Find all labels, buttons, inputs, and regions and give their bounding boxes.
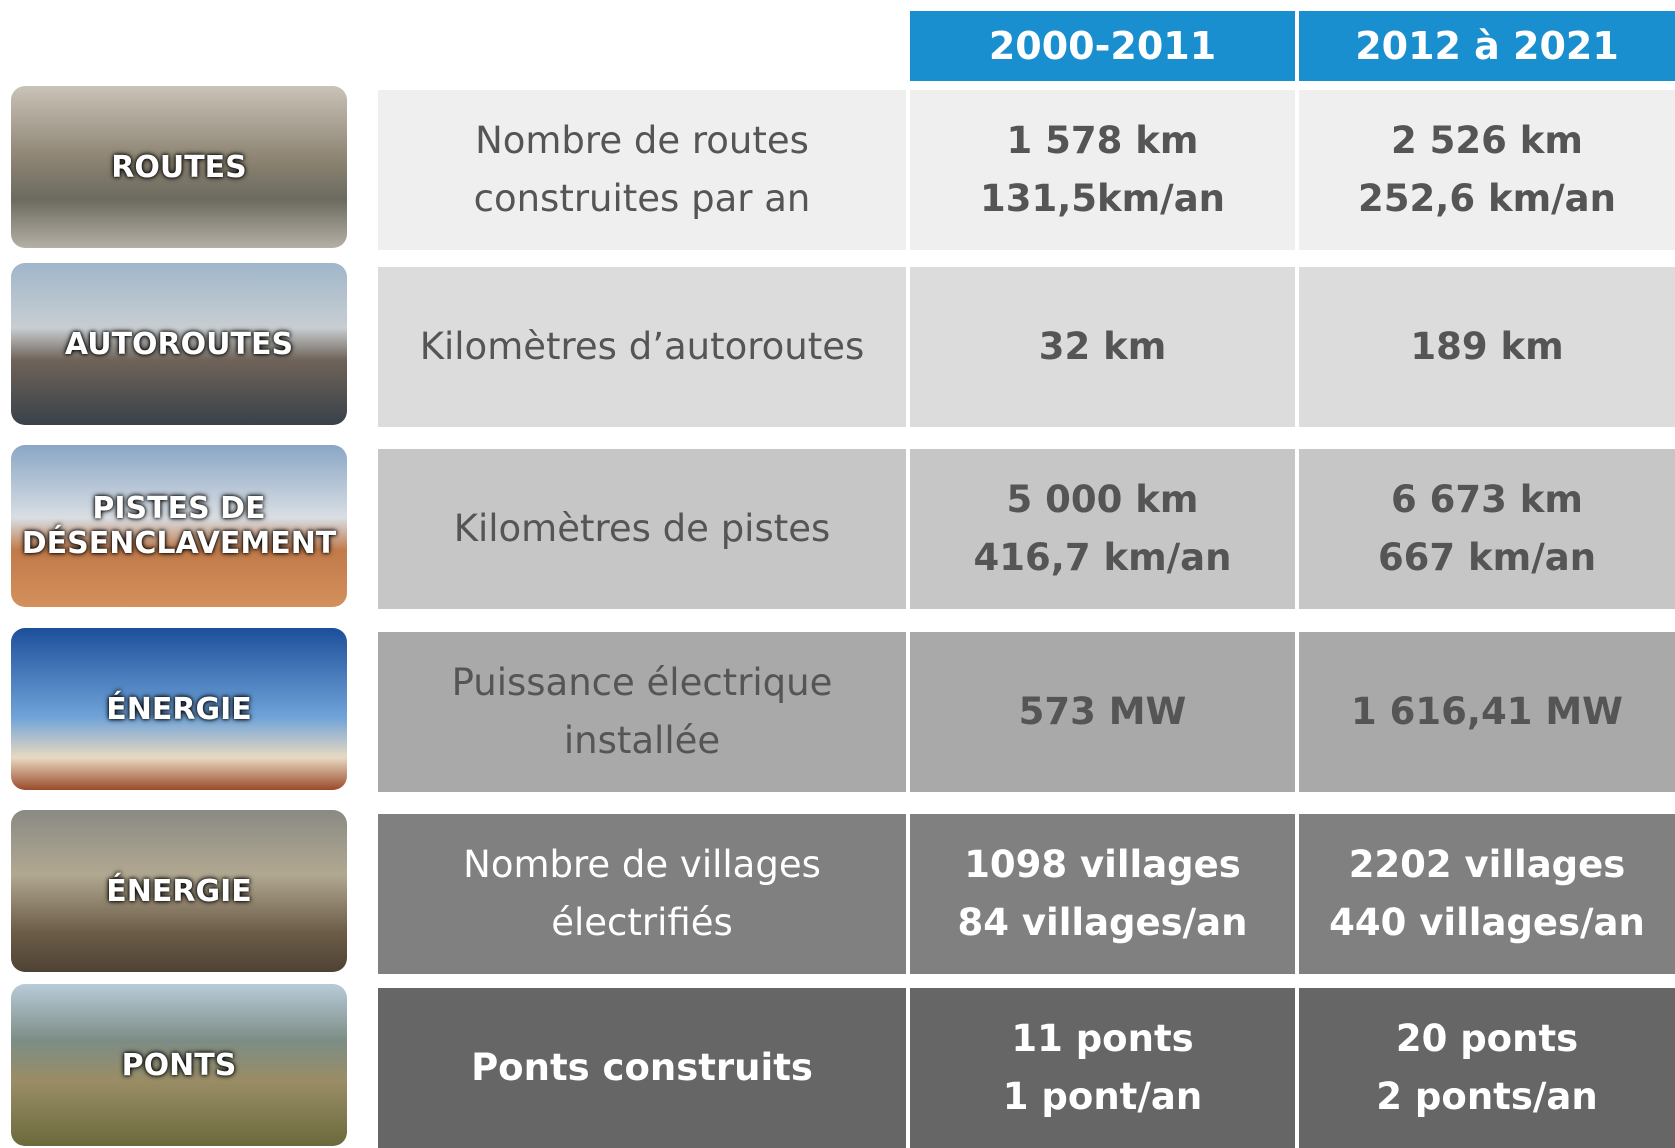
value-cell: 5 000 km 416,7 km/an: [910, 449, 1295, 609]
value-cell: 6 673 km 667 km/an: [1299, 449, 1675, 609]
category-label: PISTES DE: [92, 491, 266, 526]
value-cell: 189 km: [1299, 267, 1675, 427]
value-line: 2 526 km: [1391, 119, 1583, 162]
category-label: DÉSENCLAVEMENT: [21, 526, 337, 561]
description-line: construites par an: [473, 177, 811, 220]
category-tile: PONTS: [11, 984, 347, 1146]
value-line: 2 ponts/an: [1376, 1075, 1598, 1118]
category-label: ÉNERGIE: [106, 873, 252, 909]
description-line: Puissance électrique: [451, 661, 833, 704]
value-cell: 1 578 km 131,5km/an: [910, 90, 1295, 250]
category-tile: ÉNERGIE: [11, 810, 347, 972]
value-line: 1 578 km: [1006, 119, 1199, 162]
value-line: 11 ponts: [1011, 1017, 1194, 1060]
description-line: Kilomètres de pistes: [453, 507, 831, 550]
description-cell: Nombre de villages électrifiés: [378, 814, 906, 974]
category-label: AUTOROUTES: [64, 326, 294, 362]
value-line: 2202 villages: [1348, 843, 1626, 886]
value-line: 252,6 km/an: [1358, 177, 1616, 220]
category-label: PONTS: [121, 1047, 237, 1083]
period-header: 2000-2011: [910, 11, 1295, 81]
description-line: Nombre de villages: [463, 843, 821, 886]
category-tile: AUTOROUTES: [11, 263, 347, 425]
value-line: 6 673 km: [1391, 478, 1583, 521]
value-line: 440 villages/an: [1329, 901, 1645, 944]
description-cell: Ponts construits: [378, 988, 906, 1148]
category-tile: ROUTES: [11, 86, 347, 248]
period-label: 2012 à 2021: [1355, 24, 1619, 68]
value-cell: 11 ponts 1 pont/an: [910, 988, 1295, 1148]
description-line: Ponts construits: [471, 1046, 813, 1089]
period-label: 2000-2011: [988, 24, 1217, 68]
description-line: installée: [563, 719, 721, 762]
description-line: Kilomètres d’autoroutes: [419, 325, 865, 368]
value-cell: 20 ponts 2 ponts/an: [1299, 988, 1675, 1148]
value-line: 189 km: [1410, 325, 1564, 368]
value-line: 32 km: [1038, 325, 1167, 368]
description-cell: Puissance électrique installée: [378, 632, 906, 792]
value-cell: 2202 villages 440 villages/an: [1299, 814, 1675, 974]
value-line: 573 MW: [1018, 690, 1187, 733]
value-line: 84 villages/an: [957, 901, 1248, 944]
value-line: 416,7 km/an: [973, 536, 1232, 579]
category-label: ROUTES: [111, 149, 247, 185]
period-header: 2012 à 2021: [1299, 11, 1675, 81]
value-line: 131,5km/an: [979, 177, 1226, 220]
value-line: 1098 villages: [964, 843, 1241, 886]
category-tile: PISTES DE DÉSENCLAVEMENT: [11, 445, 347, 607]
value-cell: 32 km: [910, 267, 1295, 427]
value-cell: 573 MW: [910, 632, 1295, 792]
description-cell: Kilomètres de pistes: [378, 449, 906, 609]
description-cell: Nombre de routes construites par an: [378, 90, 906, 250]
description-line: électrifiés: [551, 901, 733, 944]
category-tile: ÉNERGIE: [11, 628, 347, 790]
category-label: ÉNERGIE: [106, 691, 252, 727]
value-line: 5 000 km: [1006, 478, 1199, 521]
description-cell: Kilomètres d’autoroutes: [378, 267, 906, 427]
value-cell: 2 526 km 252,6 km/an: [1299, 90, 1675, 250]
value-cell: 1098 villages 84 villages/an: [910, 814, 1295, 974]
value-line: 20 ponts: [1395, 1017, 1579, 1060]
value-cell: 1 616,41 MW: [1299, 632, 1675, 792]
value-line: 667 km/an: [1377, 536, 1597, 579]
value-line: 1 pont/an: [1002, 1075, 1203, 1118]
value-line: 1 616,41 MW: [1351, 690, 1623, 733]
description-line: Nombre de routes: [475, 119, 809, 162]
